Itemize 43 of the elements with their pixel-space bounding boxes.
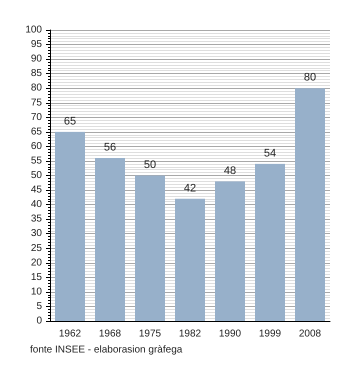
y-tick-label: 90 bbox=[30, 54, 42, 65]
data-label: 56 bbox=[104, 142, 116, 154]
y-tick-label: 40 bbox=[30, 199, 42, 210]
data-label: 80 bbox=[304, 72, 316, 84]
x-tick-label: 1975 bbox=[138, 328, 162, 340]
x-tick-label: 1982 bbox=[178, 328, 202, 340]
x-tick-label: 2008 bbox=[298, 328, 322, 340]
y-tick-label: 70 bbox=[30, 112, 42, 123]
bar bbox=[175, 198, 205, 321]
bar bbox=[95, 158, 125, 321]
y-tick-label: 60 bbox=[30, 140, 42, 152]
x-tick-label: 1968 bbox=[98, 328, 122, 340]
y-tick-label: 20 bbox=[30, 257, 42, 268]
x-tick-label: 1962 bbox=[58, 328, 82, 340]
data-label: 65 bbox=[64, 115, 76, 128]
bar bbox=[255, 164, 285, 321]
data-label: 50 bbox=[144, 159, 156, 171]
y-tick-label: 25 bbox=[30, 242, 42, 254]
y-tick-label: 95 bbox=[30, 39, 42, 50]
y-tick-label: 15 bbox=[30, 272, 42, 283]
bar bbox=[55, 132, 85, 321]
data-label: 42 bbox=[184, 182, 196, 194]
y-tick-label: 35 bbox=[30, 214, 42, 225]
y-tick-label: 5 bbox=[36, 300, 42, 312]
data-label: 48 bbox=[224, 164, 236, 177]
y-tick-label: 80 bbox=[30, 82, 42, 94]
x-tick-label: 1990 bbox=[218, 328, 242, 340]
data-label: 54 bbox=[264, 147, 276, 160]
bar bbox=[135, 176, 165, 321]
y-tick-label: 10 bbox=[30, 286, 42, 298]
y-tick-label: 85 bbox=[30, 68, 42, 80]
y-tick-label: 50 bbox=[30, 170, 42, 181]
y-tick-label: 75 bbox=[30, 97, 42, 108]
y-tick-label: 65 bbox=[30, 126, 42, 138]
y-tick-label: 55 bbox=[30, 155, 42, 166]
y-tick-label: 0 bbox=[36, 316, 42, 326]
y-tick-label: 100 bbox=[25, 24, 42, 36]
y-tick-label: 45 bbox=[30, 184, 42, 196]
x-tick-label: 1999 bbox=[258, 328, 282, 340]
source-note: fonte INSEE - elaborasion gràfega bbox=[30, 344, 183, 356]
y-tick-label: 30 bbox=[30, 228, 42, 240]
bar bbox=[295, 88, 325, 321]
bar bbox=[215, 181, 245, 321]
